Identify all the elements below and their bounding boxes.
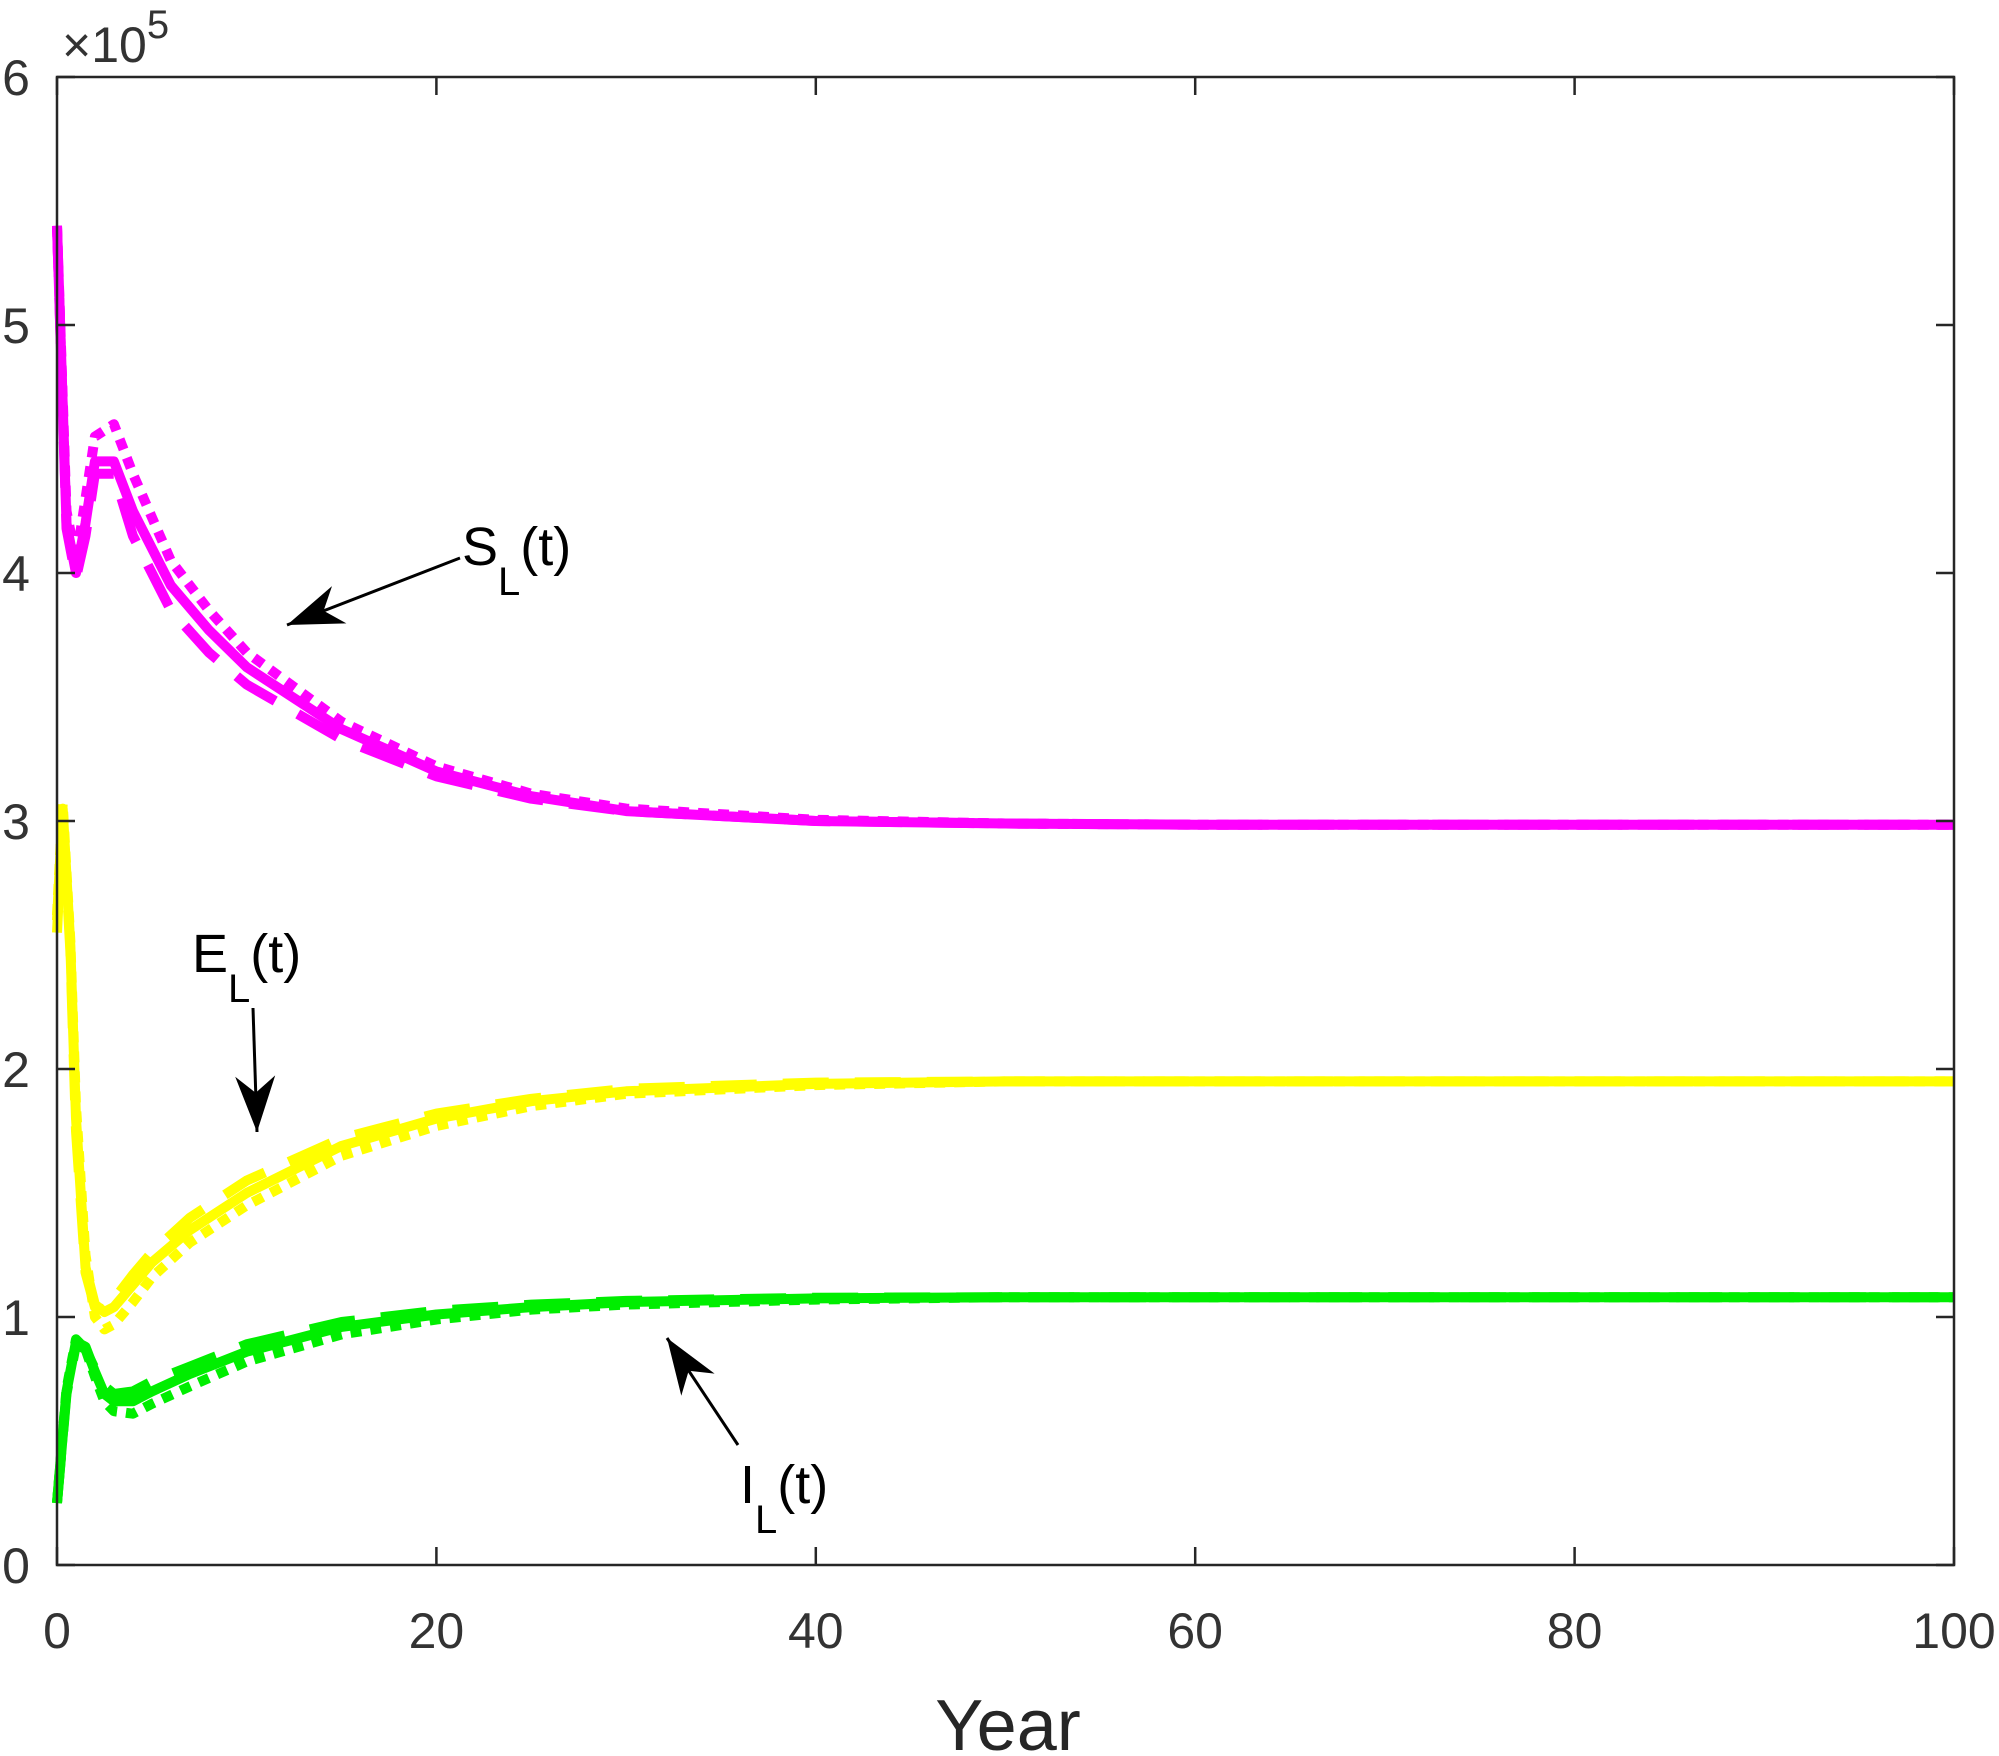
annotation-arrowhead-s: [287, 586, 347, 625]
x-tick-label: 20: [409, 1603, 465, 1659]
x-tick-label: 80: [1547, 1603, 1603, 1659]
axes-layer: [55, 75, 1956, 1567]
y-tick-label: 3: [2, 794, 30, 850]
y-tick-label: 5: [2, 298, 30, 354]
annotation-label-e: EL(t): [192, 924, 301, 1011]
series-s-solid-line: [52, 225, 1954, 830]
y-tick-label: 6: [2, 50, 30, 106]
series-layer: [52, 225, 1954, 1504]
y-tick-label: 1: [2, 1290, 30, 1346]
series-i-solid-line: [52, 1292, 1954, 1504]
x-tick-label: 100: [1912, 1603, 1995, 1659]
annotation-label-i: IL(t): [740, 1455, 828, 1542]
series-e-dotted-line: [52, 798, 1954, 1335]
text-layer: ×105 Year 0 20 40 60 80 100 0 1 2 3 4 5 6 SL(t) EL(t) I…: [2, 3, 1996, 1756]
y-axis-exponent: ×105: [62, 3, 169, 73]
x-tick-label: 40: [788, 1603, 844, 1659]
series-s-dotted-line: [52, 225, 1954, 830]
annotation-label-s: SL(t): [462, 517, 571, 604]
y-tick-label: 4: [2, 546, 30, 602]
annotation-arrowhead-e: [235, 1075, 276, 1132]
series-e-dashed-line: [52, 808, 1954, 1315]
series-i-dotted-line: [52, 1292, 1954, 1504]
x-tick-label: 60: [1167, 1603, 1223, 1659]
x-axis-label: Year: [935, 1686, 1080, 1756]
y-tick-label: 0: [2, 1538, 30, 1594]
y-tick-label: 2: [2, 1042, 30, 1098]
annotation-arrowhead-i: [667, 1338, 715, 1396]
series-s-dashed-line: [52, 225, 1954, 830]
annotation-arrows: [235, 556, 740, 1446]
series-e-solid-line: [52, 803, 1954, 1317]
x-tick-label: 0: [43, 1603, 71, 1659]
